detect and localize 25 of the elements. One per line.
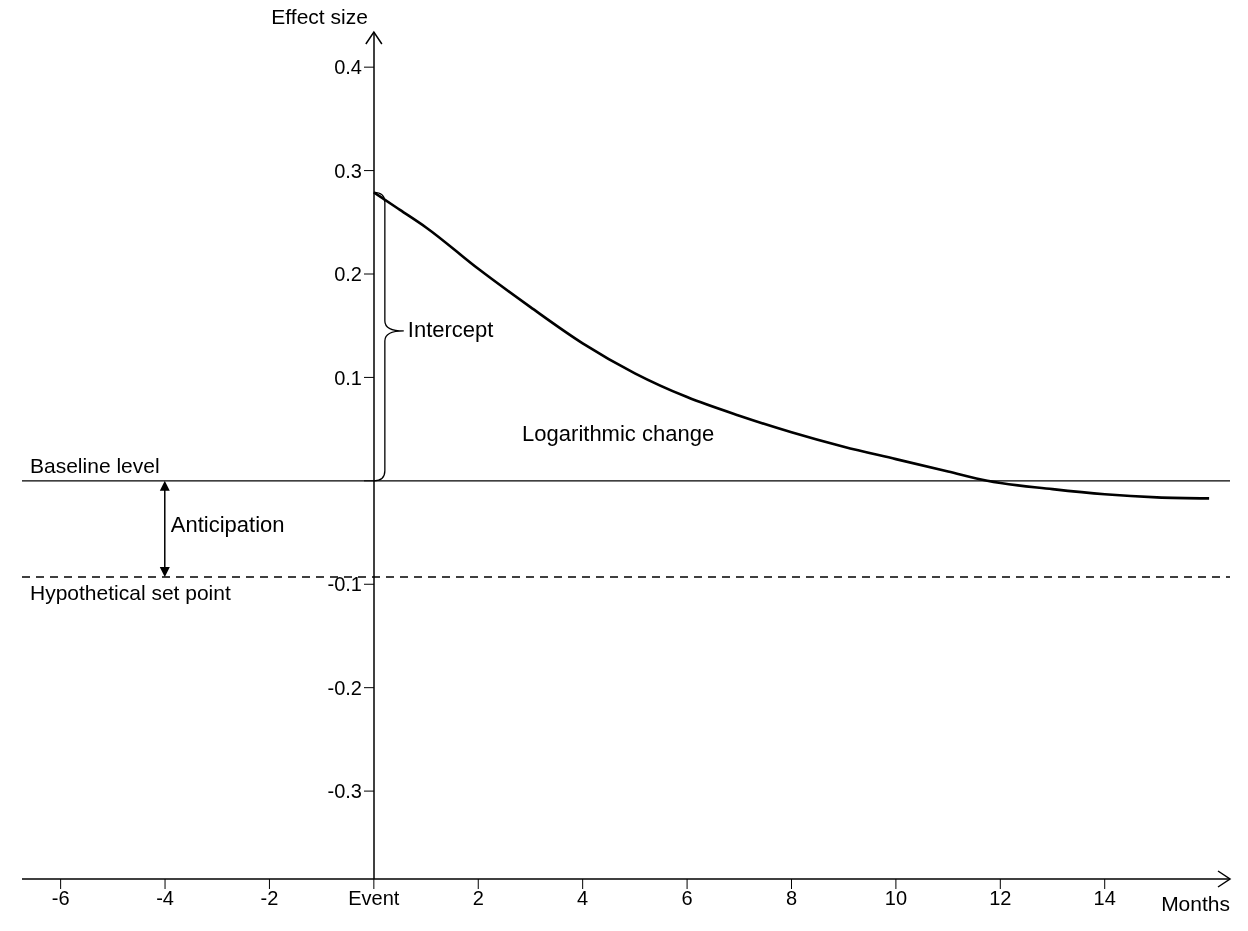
y-tick-label: 0.2 <box>334 263 362 286</box>
x-axis-title: Months <box>1161 892 1230 915</box>
x-tick-label: 2 <box>472 887 484 910</box>
x-tick-label: 4 <box>577 887 589 910</box>
y-tick-label: -0.1 <box>327 573 362 596</box>
annotation: Intercept <box>407 316 494 342</box>
ref-line-label: Baseline level <box>30 453 160 477</box>
x-tick-label: 10 <box>884 887 908 910</box>
x-tick-label: 8 <box>785 887 798 910</box>
y-tick-label: 0.3 <box>334 159 362 182</box>
ref-line-label: Hypothetical set point <box>30 580 231 604</box>
x-tick-label: Event <box>348 887 400 910</box>
y-axis-title: Effect size <box>271 5 368 28</box>
y-tick-label: -0.2 <box>327 676 362 699</box>
y-tick-label: 0.4 <box>334 56 362 79</box>
x-tick-label: -2 <box>260 887 279 910</box>
y-tick-label: 0.1 <box>334 366 362 389</box>
y-tick-label: -0.3 <box>327 780 362 803</box>
x-tick-label: 14 <box>1093 887 1116 910</box>
x-tick-label: 12 <box>989 887 1012 910</box>
x-tick-label: -6 <box>51 887 70 910</box>
x-tick-label: -4 <box>156 887 174 910</box>
annotation: Anticipation <box>170 512 285 538</box>
x-tick-label: 6 <box>681 887 693 910</box>
annotation: Logarithmic change <box>522 421 715 447</box>
